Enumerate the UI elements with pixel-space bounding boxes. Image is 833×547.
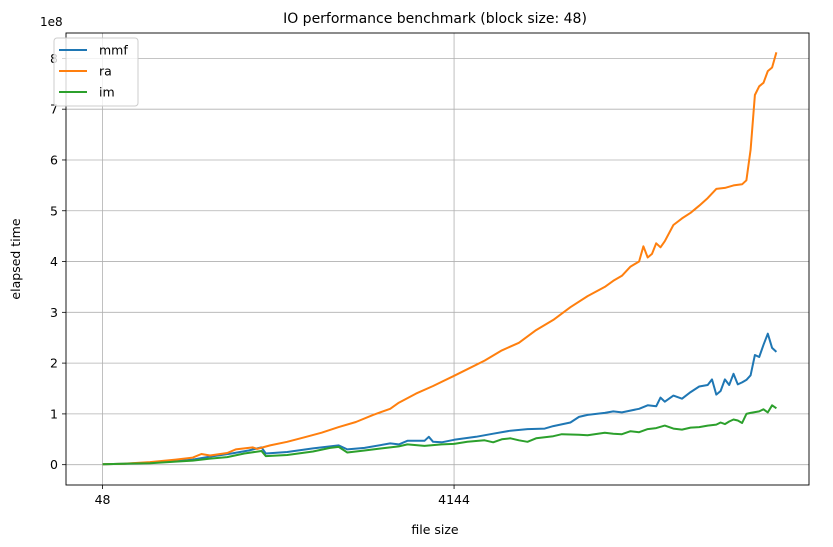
y-tick-label: 1 bbox=[50, 406, 58, 421]
plot-frame bbox=[65, 32, 810, 486]
chart-title: IO performance benchmark (block size: 48… bbox=[283, 11, 587, 27]
axis-ticks: 012345678484144 bbox=[50, 51, 470, 507]
legend-label-mmf: mmf bbox=[99, 43, 128, 58]
y-tick-label: 2 bbox=[50, 356, 58, 371]
series-line-ra bbox=[102, 52, 778, 466]
y-tick-label: 7 bbox=[50, 102, 58, 117]
grid bbox=[66, 33, 809, 485]
y-tick-label: 0 bbox=[50, 457, 58, 472]
y-axis-label: elapsed time bbox=[8, 218, 23, 299]
y-tick-label: 4 bbox=[50, 254, 58, 269]
y-tick-label: 3 bbox=[50, 305, 58, 320]
legend-label-ra: ra bbox=[99, 64, 112, 79]
x-tick-label: 4144 bbox=[438, 492, 470, 507]
series-lines bbox=[102, 52, 778, 466]
legend-box bbox=[53, 37, 139, 107]
series-line-mmf bbox=[102, 332, 778, 466]
legend-label-im: im bbox=[99, 85, 115, 100]
series-line-im bbox=[102, 404, 777, 466]
legend: mmf ra im bbox=[53, 37, 139, 107]
x-tick-label: 48 bbox=[95, 492, 111, 507]
y-scale-label: 1e8 bbox=[40, 15, 63, 29]
y-tick-label: 6 bbox=[50, 152, 58, 167]
x-axis-label: file size bbox=[411, 522, 459, 537]
y-tick-label: 5 bbox=[50, 203, 58, 218]
